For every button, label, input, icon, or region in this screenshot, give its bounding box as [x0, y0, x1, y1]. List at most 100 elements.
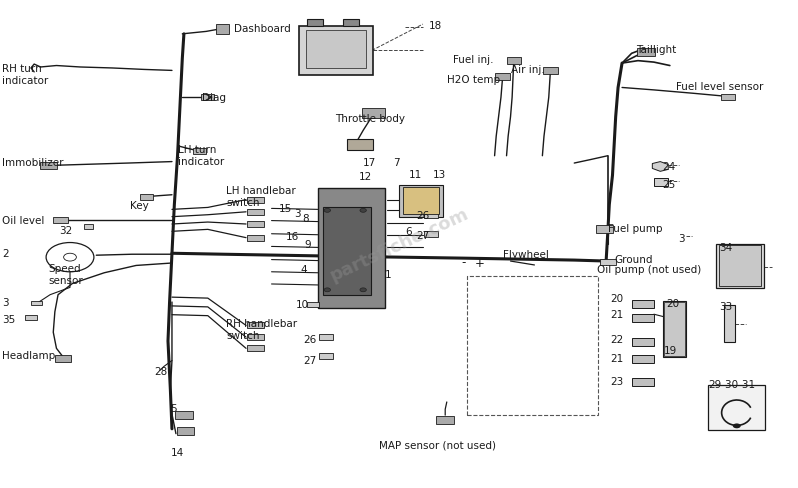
Text: 14: 14 [170, 447, 184, 457]
Bar [631, 355, 654, 363]
Text: 26: 26 [417, 211, 430, 221]
Text: 27: 27 [417, 230, 430, 240]
Bar [55, 355, 71, 362]
Text: 3: 3 [2, 297, 9, 307]
Text: LH turn
indicator: LH turn indicator [177, 144, 223, 166]
Bar [631, 378, 654, 386]
Bar [600, 259, 616, 265]
Text: 3: 3 [678, 233, 685, 243]
Text: 6: 6 [405, 227, 412, 237]
Text: 21: 21 [610, 309, 623, 320]
Circle shape [324, 288, 330, 292]
Bar [201, 95, 214, 101]
Text: 29-30-31: 29-30-31 [708, 379, 755, 389]
Bar [318, 334, 333, 340]
Text: Air inj.: Air inj. [511, 65, 544, 75]
Text: RH turn
indicator: RH turn indicator [2, 64, 49, 85]
Bar [53, 218, 68, 224]
Text: Fuel inj.: Fuel inj. [453, 55, 494, 65]
Text: Fuel pump: Fuel pump [608, 224, 662, 233]
Bar [247, 209, 264, 215]
Text: +: + [475, 256, 484, 269]
Bar [306, 302, 319, 308]
Bar [708, 385, 765, 430]
Text: 28: 28 [155, 366, 168, 376]
Bar [663, 301, 685, 357]
Text: 33: 33 [719, 301, 733, 311]
Bar [247, 197, 264, 203]
Bar [193, 149, 206, 155]
Text: 34: 34 [719, 243, 733, 253]
Text: Oil level: Oil level [2, 216, 45, 225]
Text: 19: 19 [663, 345, 677, 355]
Text: 4: 4 [300, 264, 307, 274]
Text: MAP sensor (not used): MAP sensor (not used) [379, 440, 496, 449]
Bar [299, 26, 373, 76]
Text: 21: 21 [610, 353, 623, 364]
Text: 12: 12 [359, 172, 373, 182]
Bar [347, 140, 373, 151]
Text: Diag: Diag [202, 93, 227, 103]
Text: Immobilizer: Immobilizer [2, 157, 64, 167]
Text: 24: 24 [662, 162, 675, 172]
Text: Key: Key [130, 201, 148, 211]
Text: 2: 2 [2, 249, 9, 259]
Bar [631, 301, 654, 308]
Bar [496, 74, 510, 81]
Text: Speed
sensor: Speed sensor [49, 264, 83, 285]
Text: 17: 17 [363, 157, 377, 167]
Bar [654, 179, 668, 186]
Text: H2O temp: H2O temp [447, 75, 500, 84]
Text: Headlamp: Headlamp [2, 350, 56, 360]
Bar [724, 306, 735, 342]
Bar [40, 163, 57, 169]
Bar [247, 323, 264, 329]
Text: 35: 35 [2, 314, 15, 325]
Text: 20: 20 [666, 298, 679, 308]
Text: Fuel level sensor: Fuel level sensor [676, 82, 764, 92]
Bar [318, 189, 385, 308]
Bar [31, 301, 42, 306]
Bar [215, 24, 228, 35]
Bar [437, 416, 454, 424]
Bar [362, 109, 385, 119]
Bar [403, 188, 439, 215]
Text: Oil pump (not used): Oil pump (not used) [597, 264, 701, 274]
Bar [307, 20, 323, 26]
Text: 10: 10 [295, 300, 309, 310]
Text: 22: 22 [610, 334, 623, 344]
Bar [176, 427, 194, 435]
Text: 25: 25 [662, 180, 675, 190]
Bar [247, 346, 264, 351]
Bar [719, 246, 760, 287]
Text: partsfiche.com: partsfiche.com [326, 204, 472, 284]
Bar [306, 31, 366, 69]
Text: Throttle body: Throttle body [335, 114, 405, 123]
Bar [631, 338, 654, 346]
Circle shape [360, 209, 366, 213]
Bar [664, 302, 685, 356]
Text: Dashboard: Dashboard [234, 24, 290, 34]
Bar [637, 49, 654, 57]
Text: 11: 11 [409, 170, 422, 180]
Text: Flywheel: Flywheel [503, 250, 548, 260]
Text: 8: 8 [302, 214, 310, 224]
Text: 18: 18 [429, 21, 443, 31]
Text: 27: 27 [303, 355, 317, 365]
Text: RH handlebar
switch: RH handlebar switch [226, 318, 298, 340]
Bar [323, 207, 371, 295]
Bar [424, 231, 438, 237]
Bar [247, 334, 264, 340]
Text: 26: 26 [303, 334, 317, 344]
Text: 7: 7 [393, 157, 399, 167]
Text: Taillight: Taillight [636, 45, 677, 55]
Text: 32: 32 [60, 225, 73, 235]
Text: 20: 20 [610, 293, 623, 304]
Bar [175, 411, 192, 419]
Text: LH handlebar
switch: LH handlebar switch [226, 185, 296, 207]
Bar [721, 95, 735, 101]
Bar [716, 244, 764, 289]
Text: 5: 5 [170, 404, 177, 413]
Bar [507, 58, 521, 65]
Text: 15: 15 [279, 204, 292, 214]
